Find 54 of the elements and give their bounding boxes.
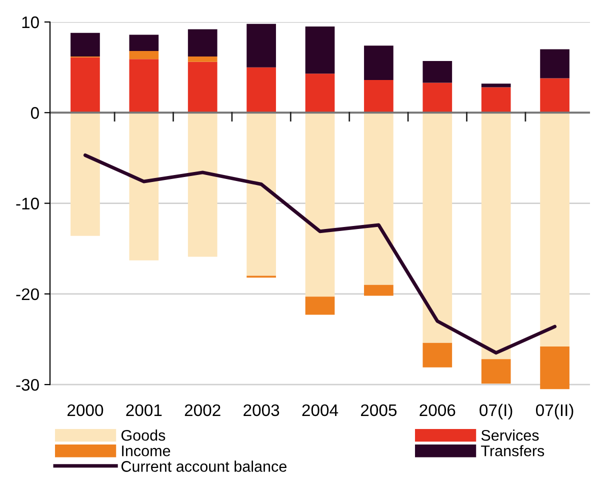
bar [129,59,159,113]
x-tick-label: 2002 [184,404,220,416]
bar [422,60,452,83]
bar [540,78,570,113]
bar [364,80,394,113]
bar [129,112,159,260]
bar [481,84,511,88]
x-tick-label: 2000 [68,404,104,416]
y-tick-label: -20 [16,288,39,300]
x-tick-label: 2001 [126,404,162,416]
bar [129,51,159,60]
x-tick-label: 2005 [361,404,397,416]
line-series [83,154,557,355]
bar [70,32,100,56]
x-tick-label: 2003 [244,404,280,416]
bar [305,296,335,315]
x-tick-label: 07(I) [480,404,512,420]
legend-label: Goods [121,430,166,441]
bar [364,284,394,296]
y-tick-label: 10 [22,16,39,28]
bar [188,29,218,56]
y-tick-label: -10 [16,198,39,210]
legend-label: Services [481,430,539,441]
y-tick-label: -30 [16,378,39,391]
bar [481,359,511,384]
bar [481,87,511,113]
bar [188,56,218,62]
bar [246,67,276,113]
bar [540,49,570,78]
x-tick-label: 07(II) [536,404,574,420]
legend-label: Income [122,446,170,456]
bar [70,57,100,113]
bar [481,112,511,360]
bar [422,112,452,343]
legend-label: Current account balance [121,460,286,472]
x-tick-label: 2004 [302,404,338,416]
legend-label: Transfers [481,445,544,456]
bar [129,34,159,52]
bar [246,24,276,68]
bar [422,82,452,113]
bar [364,46,394,80]
bar [246,112,276,276]
bar [422,342,452,368]
bar [540,346,570,390]
bar [188,112,218,257]
bar [70,112,100,236]
y-tick-label: 0 [30,107,39,119]
x-tick-label: 2006 [420,404,456,416]
bar [364,112,394,285]
bar [305,112,335,297]
bar [188,62,218,113]
bar [540,112,570,346]
bar [305,26,335,74]
bar [305,74,335,113]
